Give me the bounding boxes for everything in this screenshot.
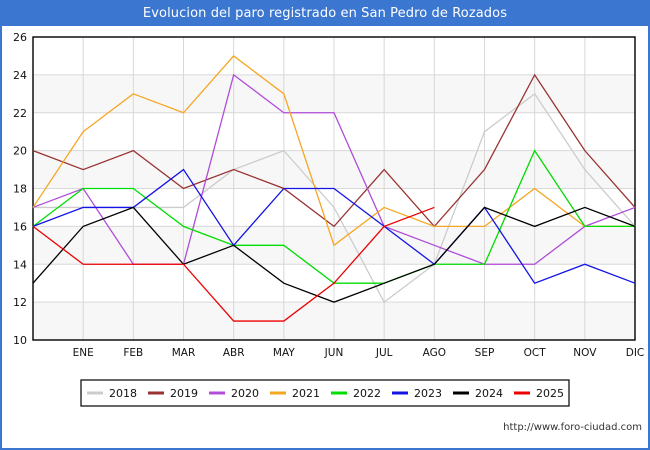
plot-frame [32,36,636,341]
x-axis-ticks: ENE FEB MAR ABR MAY JUN JUL AGO SEP OCT NOV DIC [73,347,645,359]
data-series-group [32,55,636,322]
x-axis-tick-label: SEP [475,347,495,359]
y-axis-tick-label: 26 [13,31,27,44]
x-axis-tick-label: MAY [273,347,295,359]
series-line-2025 [32,206,435,322]
x-axis-tick-label: JUL [375,347,393,359]
source-url[interactable]: http://www.foro-ciudad.com [503,422,642,433]
legend-label-2021[interactable]: 2021 [292,387,320,400]
legend-label-2025[interactable]: 2025 [536,387,564,400]
x-axis-tick-label: JUN [324,347,344,359]
y-axis-tick-label: 16 [13,220,27,233]
y-axis-tick-label: 22 [13,107,27,120]
series-line-2024 [32,206,636,303]
legend-label-2024[interactable]: 2024 [475,387,503,400]
legend-label-2023[interactable]: 2023 [414,387,442,400]
y-axis-tick-label: 10 [13,334,27,347]
y-axis-tick-label: 24 [13,69,27,82]
x-axis-tick-label: AGO [423,347,446,359]
y-axis-ticks: 10 12 14 16 18 20 22 24 26 [13,31,27,347]
series-line-2019 [32,73,636,228]
x-axis-tick-label: NOV [573,347,597,359]
legend-label-2022[interactable]: 2022 [353,387,381,400]
chart-plot-area: 10 12 14 16 18 20 22 24 26 ENE FEB MAR ABR MAY JUN JUL… [2,26,648,448]
x-axis-tick-label: DIC [626,347,645,359]
chart-legend: 2018 2019 2020 2021 2022 2023 2024 2025 [80,379,570,407]
y-axis-tick-label: 14 [13,258,27,271]
legend-label-2018[interactable]: 2018 [109,387,137,400]
x-axis-tick-label: FEB [123,347,143,359]
legend-label-2020[interactable]: 2020 [231,387,259,400]
y-axis-tick-label: 12 [13,296,27,309]
y-axis-tick-label: 20 [13,145,27,158]
window-title: Evolucion del paro registrado en San Ped… [2,2,648,26]
x-axis-tick-label: ENE [73,347,94,359]
series-line-2021 [32,55,635,247]
legend-label-2019[interactable]: 2019 [170,387,198,400]
x-axis-tick-label: ABR [223,347,245,359]
x-axis-tick-label: OCT [524,347,547,359]
x-axis-tick-label: MAR [172,347,196,359]
y-axis-tick-label: 18 [13,183,27,196]
